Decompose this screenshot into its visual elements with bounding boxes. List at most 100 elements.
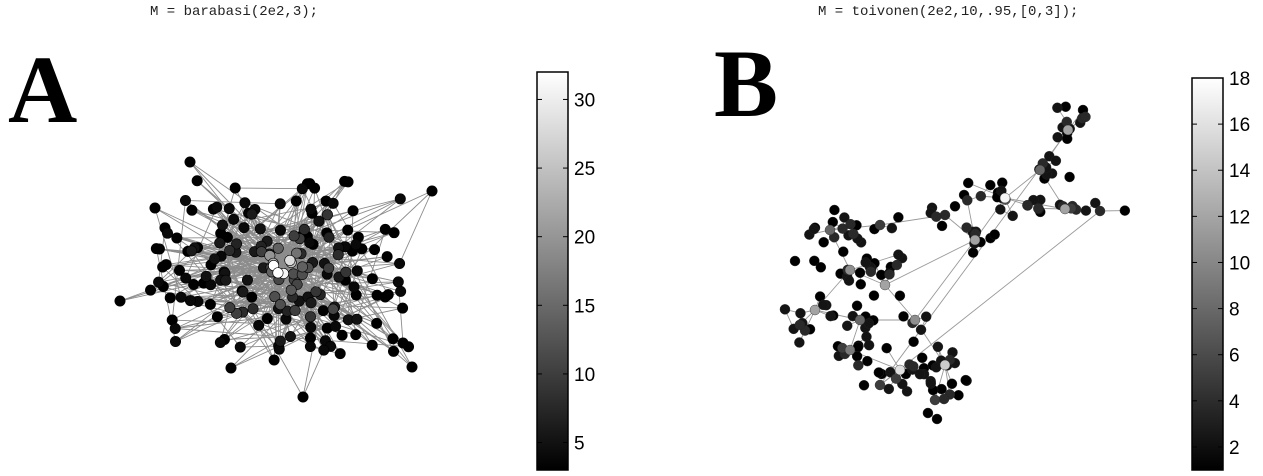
- graph-node: [237, 286, 249, 298]
- graph-edge: [399, 190, 433, 264]
- graph-node: [939, 359, 951, 371]
- graph-node: [985, 179, 996, 191]
- graph-node: [779, 304, 791, 315]
- graph-node: [351, 265, 363, 277]
- graph-node: [272, 267, 284, 279]
- graph-node: [914, 368, 926, 380]
- graph-node: [284, 331, 296, 343]
- graph-node: [330, 320, 342, 332]
- graph-node: [191, 175, 203, 187]
- graph-node: [809, 255, 820, 267]
- graph-node: [837, 223, 848, 234]
- graph-node: [1022, 199, 1033, 211]
- graph-node: [225, 362, 237, 374]
- graph-node: [901, 386, 913, 397]
- colorbar-a-ticks: 5 10 15 20 25 30: [537, 90, 595, 455]
- graph-node: [818, 299, 829, 311]
- colorbar-b-gradient: [1191, 77, 1224, 471]
- graph-node: [185, 245, 197, 257]
- code-label-b: M = toivonen(2e2,10,.95,[0,3]);: [818, 4, 1079, 20]
- graph-node: [995, 204, 1006, 215]
- graph-node: [894, 290, 906, 301]
- graph-node: [931, 413, 943, 425]
- graph-node: [351, 313, 363, 325]
- graph-node: [323, 231, 335, 243]
- graph-node: [949, 201, 961, 212]
- graph-node: [214, 237, 226, 249]
- graph-node: [883, 383, 895, 395]
- network-graph-b: [779, 101, 1131, 425]
- graph-node: [938, 393, 950, 405]
- graph-node: [963, 177, 974, 189]
- graph-edge: [240, 345, 279, 348]
- graph-edge: [175, 273, 294, 329]
- graph-node: [164, 292, 176, 304]
- graph-node: [224, 245, 236, 257]
- graph-node: [406, 361, 418, 373]
- graph-node: [960, 374, 971, 386]
- graph-edge: [302, 268, 330, 398]
- graph-node: [347, 205, 359, 217]
- graph-node: [426, 185, 438, 197]
- graph-node: [171, 232, 183, 244]
- graph-edge: [914, 239, 976, 321]
- graph-node: [169, 322, 181, 334]
- graph-node: [274, 198, 286, 210]
- graph-node: [180, 272, 192, 284]
- graph-node: [909, 314, 921, 326]
- graph-node: [184, 295, 196, 307]
- graph-node: [350, 329, 362, 341]
- graph-node: [342, 176, 354, 188]
- graph-node: [855, 279, 866, 290]
- graph-node: [327, 197, 339, 209]
- graph-edge: [220, 296, 386, 343]
- graph-edge: [314, 188, 339, 255]
- graph-node: [310, 286, 322, 298]
- graph-edge: [185, 200, 281, 205]
- graph-node: [839, 212, 850, 223]
- graph-node: [200, 270, 212, 282]
- graph-node: [323, 262, 335, 274]
- graph-node: [1062, 124, 1074, 136]
- graph-edge: [175, 311, 243, 342]
- graph-node: [288, 230, 300, 242]
- graph-node: [366, 339, 378, 351]
- graph-node: [162, 227, 174, 239]
- graph-edge: [119, 255, 270, 302]
- graph-edge: [302, 349, 325, 398]
- graph-node: [211, 201, 223, 213]
- graph-node: [254, 223, 266, 235]
- graph-edge: [296, 190, 433, 254]
- graph-node: [296, 183, 308, 195]
- colorbar-b-tick-label: 12: [1229, 207, 1250, 228]
- graph-node: [868, 290, 880, 301]
- graph-node: [268, 354, 280, 366]
- graph-node: [304, 341, 316, 353]
- graph-node: [369, 244, 381, 256]
- graph-node: [209, 253, 221, 265]
- colorbar-b-tick-label: 4: [1229, 392, 1240, 413]
- panel-label-a: A: [8, 36, 78, 143]
- code-label-a: M = barabasi(2e2,3);: [150, 4, 319, 20]
- graph-node: [317, 305, 329, 317]
- graph-node: [211, 311, 223, 323]
- graph-node: [989, 229, 1000, 240]
- graph-node: [296, 261, 308, 273]
- graph-node: [898, 311, 909, 322]
- graph-edge: [235, 187, 303, 190]
- graph-node: [388, 345, 400, 357]
- graph-node: [342, 224, 354, 236]
- graph-node: [403, 341, 415, 353]
- graph-node: [844, 344, 856, 356]
- graph-node: [223, 203, 235, 215]
- colorbar-b-tick-label: 10: [1229, 253, 1250, 274]
- graph-edge: [224, 304, 281, 340]
- graph-node: [297, 391, 309, 403]
- graph-edge: [150, 213, 253, 291]
- graph-node: [261, 313, 273, 325]
- graph-node: [1033, 203, 1044, 214]
- colorbar-b-tick-label: 2: [1229, 438, 1240, 459]
- colorbar-b-tick-label: 16: [1229, 115, 1250, 136]
- colorbar-a-tick-label: 5: [574, 434, 585, 455]
- graph-edge: [167, 232, 355, 288]
